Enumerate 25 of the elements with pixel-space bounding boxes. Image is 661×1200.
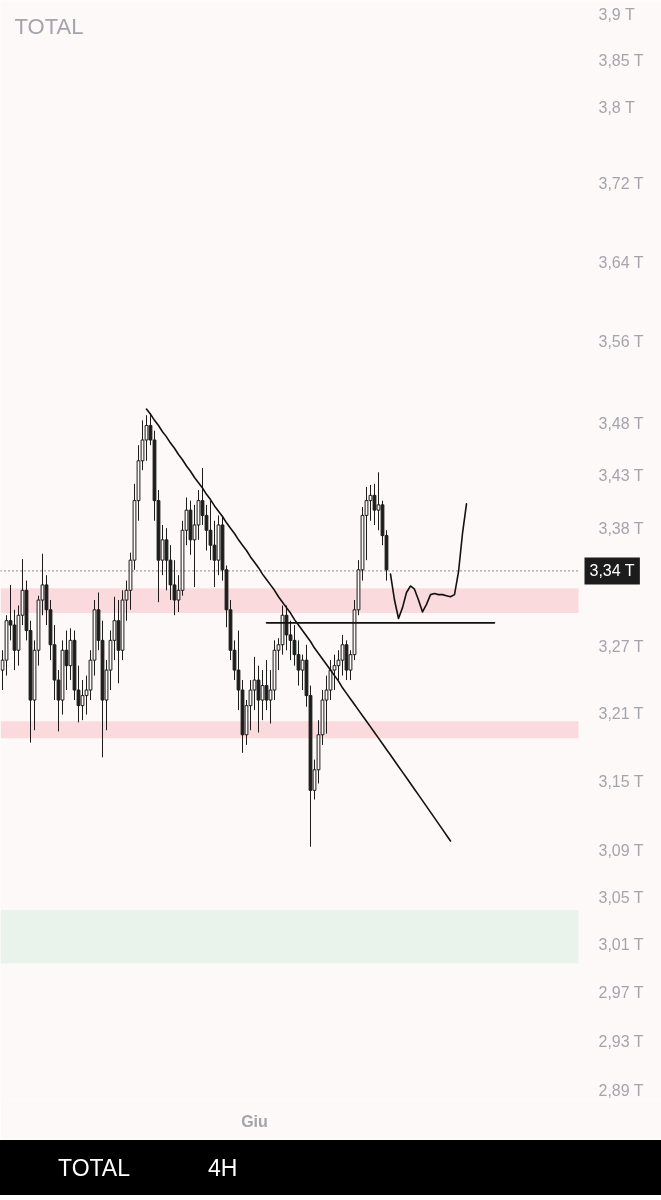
y-tick-label: 2,97 T	[598, 984, 644, 1001]
y-tick-label: 3,09 T	[598, 841, 644, 859]
y-tick-label: 3,38 T	[598, 519, 644, 537]
y-tick-label: 3,56 T	[598, 333, 644, 351]
candlestick	[340, 634, 345, 677]
y-tick-label: 3,72 T	[598, 175, 644, 193]
y-tick-label: 3,85 T	[598, 52, 644, 70]
y-tick-label: 3,8 T	[598, 99, 635, 117]
y-tick-label: 3,01 T	[598, 935, 644, 953]
x-tick-label: Giu	[241, 1112, 268, 1130]
y-tick-label: 3,21 T	[598, 704, 644, 722]
y-tick-label: 2,93 T	[598, 1032, 644, 1050]
y-tick-label: 3,05 T	[598, 888, 644, 906]
y-tick-label: 3,43 T	[598, 466, 644, 484]
text: TOTAL	[58, 1154, 130, 1183]
text: 4H	[208, 1154, 238, 1183]
ref-line-label: 3,34 T	[589, 562, 635, 580]
y-tick-label: 3,64 T	[598, 253, 644, 271]
y-tick-label: 3,27 T	[598, 638, 644, 656]
y-tick-label: 3,48 T	[598, 414, 644, 432]
y-tick-label: 3,9 T	[598, 5, 635, 23]
text: TOTAL	[14, 13, 84, 39]
y-tick-label: 3,15 T	[598, 772, 644, 790]
candlestick	[80, 679, 85, 721]
y-tick-label: 2,89 T	[598, 1082, 644, 1100]
